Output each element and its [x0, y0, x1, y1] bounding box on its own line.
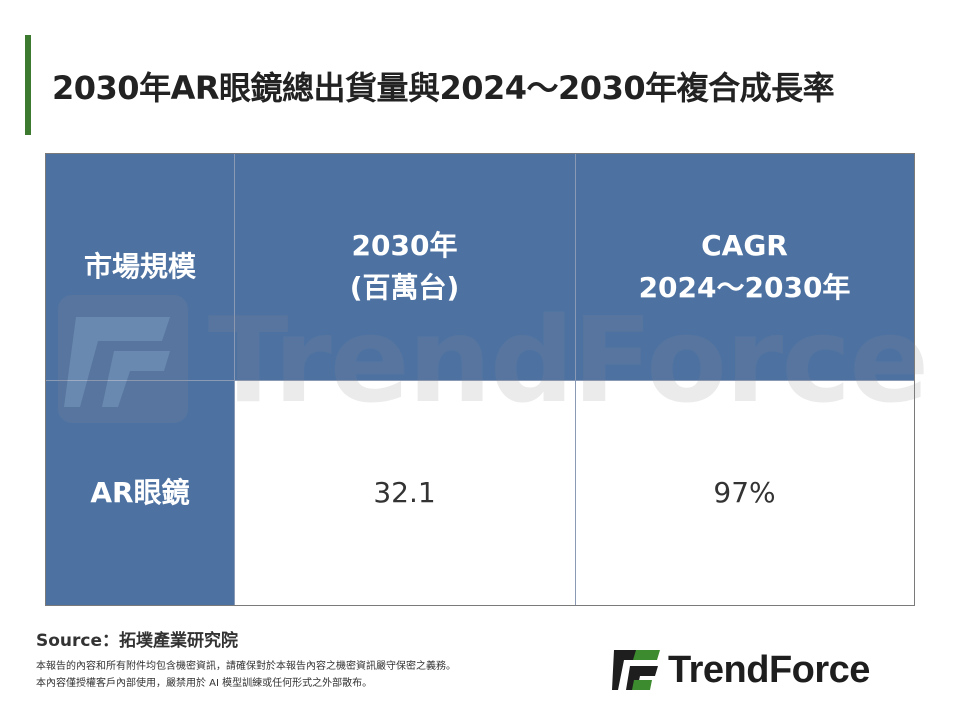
disclaimer-line-1: 本報告的內容和所有附件均包含機密資訊，請確保對於本報告內容之機密資訊嚴守保密之義…	[36, 661, 456, 672]
row-label-ar-glasses: AR眼鏡	[46, 380, 234, 605]
column-divider	[234, 154, 235, 605]
page-title: 2030年AR眼鏡總出貨量與2024～2030年複合成長率	[52, 69, 835, 107]
cell-shipments: 32.1	[234, 380, 575, 605]
header-2030-label: 2030年	[351, 229, 458, 262]
header-2030-shipments: 2030年 (百萬台)	[234, 154, 575, 380]
data-table: 市場規模 2030年 (百萬台) CAGR 2024～2030年 AR眼鏡 32…	[45, 153, 915, 606]
column-divider	[575, 154, 576, 605]
cell-cagr: 97%	[575, 380, 914, 605]
header-market-size: 市場規模	[46, 154, 234, 380]
header-cagr-label: CAGR	[701, 229, 788, 262]
header-cagr: CAGR 2024～2030年	[575, 154, 914, 380]
brand-name: TrendForce	[668, 648, 870, 691]
header-cagr-period: 2024～2030年	[638, 271, 851, 304]
trendforce-logo-icon	[612, 650, 660, 690]
header-market-size-label: 市場規模	[83, 250, 196, 283]
cagr-value: 97%	[713, 476, 776, 509]
shipments-value: 32.1	[373, 476, 436, 509]
brand-logo: TrendForce	[612, 645, 870, 695]
row-label-text: AR眼鏡	[90, 475, 190, 509]
title-accent-bar	[25, 35, 31, 135]
row-divider	[46, 380, 914, 381]
disclaimer-line-2: 本內容僅授權客戶內部使用，嚴禁用於 AI 模型訓練或任何形式之外部散布。	[36, 678, 373, 689]
source-note: Source：拓墣產業研究院	[36, 631, 239, 651]
header-units-label: (百萬台)	[349, 271, 460, 304]
